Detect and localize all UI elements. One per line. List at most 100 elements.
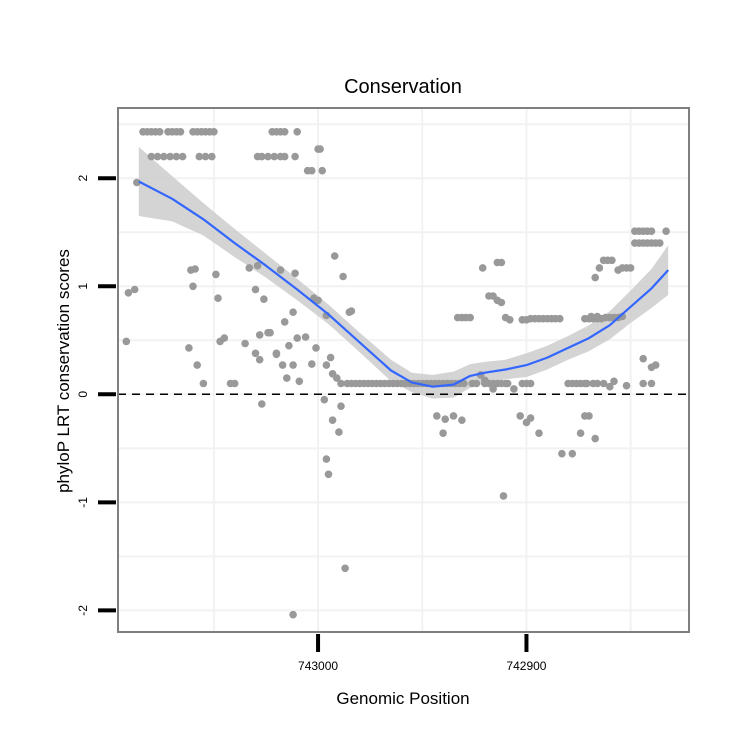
data-point bbox=[485, 379, 493, 388]
data-point bbox=[506, 316, 514, 324]
data-point bbox=[510, 385, 518, 393]
data-point bbox=[220, 334, 229, 342]
data-point bbox=[341, 564, 349, 573]
data-point bbox=[245, 264, 254, 272]
data-point bbox=[241, 339, 249, 348]
data-point bbox=[324, 470, 333, 479]
data-point bbox=[622, 381, 631, 390]
data-point bbox=[176, 128, 185, 136]
data-point bbox=[291, 152, 299, 161]
x-axis-label: Genomic Position bbox=[336, 689, 469, 708]
data-point bbox=[251, 349, 260, 358]
data-point bbox=[160, 152, 168, 161]
data-point bbox=[278, 361, 287, 369]
y-tick-label: 1 bbox=[76, 283, 90, 290]
data-point bbox=[337, 379, 345, 388]
data-point bbox=[585, 412, 593, 420]
data-point bbox=[656, 239, 664, 247]
data-point bbox=[155, 128, 164, 136]
data-point bbox=[208, 152, 216, 161]
data-point bbox=[568, 449, 577, 458]
data-point bbox=[289, 610, 297, 619]
data-point bbox=[251, 285, 260, 294]
chart-title: Conservation bbox=[344, 76, 462, 98]
data-point bbox=[472, 379, 481, 388]
data-point bbox=[308, 166, 316, 175]
x-tick-label: 743000 bbox=[298, 659, 338, 673]
data-point bbox=[283, 374, 291, 382]
data-point bbox=[558, 449, 566, 458]
data-point bbox=[639, 354, 647, 363]
data-point bbox=[595, 264, 604, 272]
data-point bbox=[293, 334, 302, 342]
data-point bbox=[335, 428, 343, 436]
data-point bbox=[466, 313, 475, 322]
data-point bbox=[285, 341, 293, 350]
data-point bbox=[610, 377, 618, 386]
data-point bbox=[210, 128, 218, 136]
data-point bbox=[193, 361, 201, 369]
data-point bbox=[647, 227, 656, 235]
data-point bbox=[328, 416, 337, 425]
data-point bbox=[260, 295, 268, 304]
y-axis: -2 -1 0 1 2 bbox=[76, 175, 116, 616]
data-point bbox=[258, 400, 266, 408]
data-point bbox=[153, 152, 162, 161]
data-point bbox=[316, 145, 324, 153]
data-point bbox=[458, 416, 466, 425]
data-point bbox=[322, 361, 331, 369]
data-point bbox=[330, 252, 339, 260]
grid-lines bbox=[118, 108, 689, 632]
y-tick-label: 0 bbox=[76, 391, 90, 398]
data-point bbox=[185, 344, 193, 352]
data-point bbox=[593, 379, 602, 388]
data-point bbox=[591, 273, 599, 282]
data-point bbox=[626, 264, 635, 272]
data-point bbox=[449, 412, 458, 420]
data-point bbox=[255, 331, 264, 339]
data-point bbox=[314, 296, 322, 305]
data-point bbox=[576, 429, 585, 438]
data-point bbox=[289, 308, 297, 317]
data-point bbox=[280, 152, 289, 161]
data-point bbox=[497, 258, 506, 267]
data-point bbox=[587, 312, 595, 321]
smooth-trend-line bbox=[138, 180, 670, 388]
data-point bbox=[178, 152, 187, 161]
data-point bbox=[272, 349, 281, 358]
data-point bbox=[651, 361, 660, 369]
y-tick-label: -1 bbox=[76, 497, 90, 508]
data-point bbox=[347, 307, 356, 315]
data-point bbox=[276, 266, 285, 274]
data-point bbox=[593, 312, 602, 321]
y-tick-label: 2 bbox=[76, 175, 90, 182]
data-point bbox=[212, 270, 220, 279]
data-point bbox=[583, 379, 591, 388]
data-point bbox=[433, 412, 441, 420]
data-point bbox=[266, 328, 274, 337]
data-point bbox=[295, 377, 304, 386]
data-point bbox=[293, 128, 302, 136]
data-point bbox=[166, 152, 174, 161]
data-point bbox=[312, 344, 320, 352]
data-point bbox=[497, 298, 506, 307]
data-point bbox=[489, 385, 497, 393]
data-point bbox=[318, 166, 327, 175]
data-point bbox=[195, 152, 204, 161]
smooth-line bbox=[138, 180, 670, 388]
data-point bbox=[230, 379, 239, 388]
data-point bbox=[133, 178, 141, 187]
data-point bbox=[322, 455, 331, 463]
data-point bbox=[289, 361, 297, 369]
data-point bbox=[337, 402, 345, 411]
data-point bbox=[320, 395, 329, 404]
x-tick-label: 742900 bbox=[506, 659, 546, 673]
y-tick-label: -2 bbox=[76, 605, 90, 616]
data-point bbox=[439, 429, 447, 438]
data-point bbox=[191, 265, 199, 273]
data-point bbox=[189, 282, 197, 291]
data-point bbox=[201, 152, 210, 161]
data-point bbox=[608, 256, 616, 265]
data-point bbox=[591, 434, 599, 443]
